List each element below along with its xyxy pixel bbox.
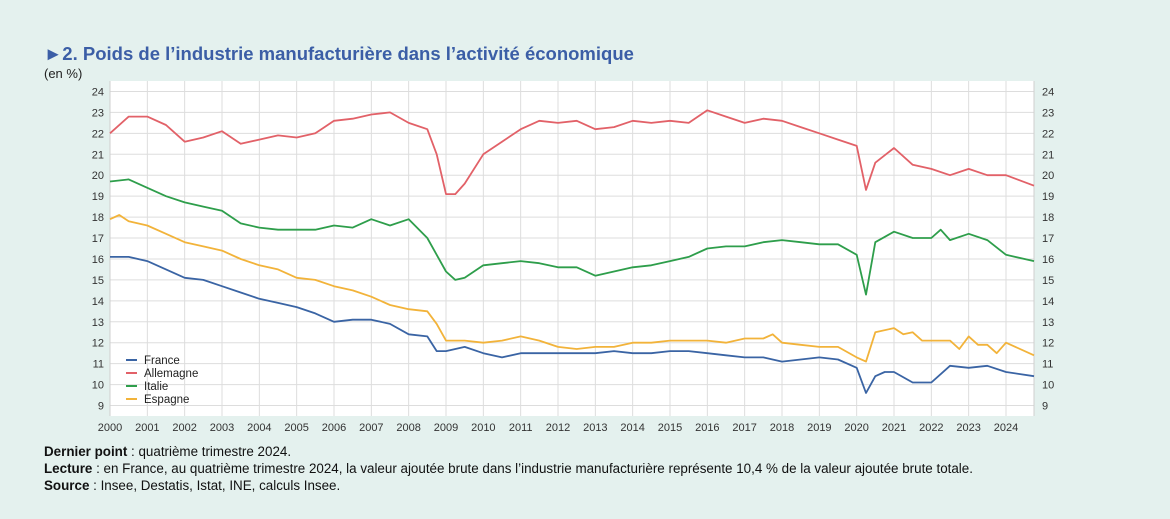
y-tick-label-right: 12 xyxy=(1042,338,1054,350)
y-tick-label-right: 10 xyxy=(1042,380,1054,392)
x-tick-label: 2016 xyxy=(695,422,719,434)
y-tick-label-right: 14 xyxy=(1042,296,1054,308)
series-line-france xyxy=(110,255,1035,394)
y-tick-label-right: 21 xyxy=(1042,149,1054,161)
y-tick-label-right: 15 xyxy=(1042,275,1054,287)
y-tick-label-right: 9 xyxy=(1042,401,1048,413)
note-source: Source : Insee, Destatis, Istat, INE, ca… xyxy=(44,477,973,494)
x-tick-label: 2000 xyxy=(98,422,122,434)
x-tick-label: 2008 xyxy=(396,422,420,434)
x-tick-label: 2003 xyxy=(210,422,234,434)
series-line-allemagne xyxy=(109,109,1035,195)
y-tick-label: 14 xyxy=(92,296,104,308)
x-tick-label: 2011 xyxy=(509,422,533,434)
y-axis-right: 9 10 11 12 13 14 15 16 17 18 19 20 21 22 23 24 xyxy=(1042,86,1054,412)
series-line-italie xyxy=(109,178,1035,296)
note-text: : en France, au quatrième trimestre 2024… xyxy=(92,461,973,476)
chart-title: ►2. Poids de l’industrie manufacturière … xyxy=(44,43,634,64)
note-label: Dernier point xyxy=(44,444,128,459)
legend-label: Italie xyxy=(144,381,168,393)
note-text: : quatrième trimestre 2024. xyxy=(127,444,292,459)
x-tick-label: 2018 xyxy=(770,422,794,434)
note-label: Lecture xyxy=(44,461,93,476)
y-tick-label: 10 xyxy=(92,380,104,392)
y-tick-label-right: 22 xyxy=(1042,128,1054,140)
y-tick-label: 9 xyxy=(98,401,104,413)
x-tick-label: 2021 xyxy=(882,422,906,434)
y-tick-label: 24 xyxy=(92,86,104,98)
y-tick-label: 11 xyxy=(93,359,104,371)
y-tick-label-right: 20 xyxy=(1042,170,1054,182)
y-tick-label: 23 xyxy=(92,107,104,119)
x-tick-label: 2009 xyxy=(434,422,458,434)
y-tick-label-right: 16 xyxy=(1042,254,1054,266)
x-tick-label: 2006 xyxy=(322,422,346,434)
x-tick-label: 2007 xyxy=(359,422,383,434)
y-tick-label: 16 xyxy=(92,254,104,266)
x-tick-label: 2005 xyxy=(284,422,308,434)
y-tick-label-right: 18 xyxy=(1042,212,1054,224)
x-tick-label: 2020 xyxy=(844,422,868,434)
unit-label: (en %) xyxy=(44,66,83,81)
x-tick-label: 2019 xyxy=(807,422,831,434)
x-tick-label: 2002 xyxy=(172,422,196,434)
y-axis-left: 9 10 11 12 13 14 15 16 17 18 19 20 21 22 23 24 xyxy=(92,86,104,412)
x-tick-label: 2014 xyxy=(620,422,644,434)
x-tick-label: 2017 xyxy=(732,422,756,434)
x-tick-label: 2004 xyxy=(247,422,271,434)
chart-notes: Dernier point : quatrième trimestre 2024… xyxy=(44,443,973,494)
legend-label: France xyxy=(144,355,180,367)
note-text: : Insee, Destatis, Istat, INE, calculs I… xyxy=(89,478,341,493)
x-tick-label: 2013 xyxy=(583,422,607,434)
x-tick-label: 2023 xyxy=(956,422,980,434)
y-tick-label-right: 24 xyxy=(1042,86,1054,98)
y-tick-label: 22 xyxy=(92,128,104,140)
y-tick-label: 21 xyxy=(92,149,104,161)
series-lines xyxy=(109,109,1035,394)
y-tick-label-right: 19 xyxy=(1042,191,1054,203)
note-last-point: Dernier point : quatrième trimestre 2024… xyxy=(44,443,973,460)
y-tick-label: 13 xyxy=(92,317,104,329)
x-tick-label: 2022 xyxy=(919,422,943,434)
x-tick-label: 2015 xyxy=(658,422,682,434)
note-reading: Lecture : en France, au quatrième trimes… xyxy=(44,460,973,477)
y-tick-label: 15 xyxy=(92,275,104,287)
y-tick-label: 19 xyxy=(92,191,104,203)
series-line-espagne xyxy=(109,214,1035,363)
legend-label: Espagne xyxy=(144,394,189,406)
y-tick-label-right: 17 xyxy=(1042,233,1054,245)
note-label: Source xyxy=(44,478,90,493)
legend-label: Allemagne xyxy=(144,368,198,380)
y-tick-label-right: 11 xyxy=(1042,359,1053,371)
y-tick-label: 17 xyxy=(92,233,104,245)
x-tick-label: 2010 xyxy=(471,422,495,434)
y-tick-label: 18 xyxy=(92,212,104,224)
y-tick-label-right: 23 xyxy=(1042,107,1054,119)
x-tick-label: 2024 xyxy=(994,422,1018,434)
x-axis: 2000 2001 2002 2003 2004 2005 2006 2007 2008 2009… xyxy=(98,422,1018,434)
x-tick-label: 2001 xyxy=(135,422,159,434)
x-tick-label: 2012 xyxy=(546,422,570,434)
plot-background xyxy=(110,81,1034,416)
y-tick-label: 20 xyxy=(92,170,104,182)
y-tick-label-right: 13 xyxy=(1042,317,1054,329)
y-tick-label: 12 xyxy=(92,338,104,350)
